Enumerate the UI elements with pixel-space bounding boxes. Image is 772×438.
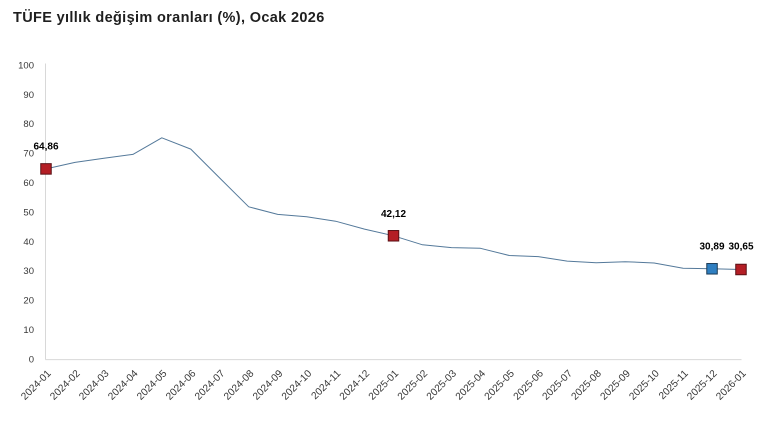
svg-text:70: 70	[23, 149, 34, 160]
svg-text:90: 90	[23, 90, 34, 101]
svg-text:20: 20	[23, 296, 34, 307]
svg-text:42,12: 42,12	[381, 209, 406, 220]
svg-text:TÜFE yıllık değişim oranları (: TÜFE yıllık değişim oranları (%), Ocak 2…	[13, 9, 325, 26]
svg-text:60: 60	[23, 178, 34, 189]
svg-text:64,86: 64,86	[33, 142, 58, 153]
svg-text:30,89: 30,89	[699, 241, 724, 252]
svg-text:0: 0	[29, 354, 34, 365]
svg-text:30: 30	[23, 266, 34, 277]
svg-text:10: 10	[23, 325, 34, 336]
svg-text:30,65: 30,65	[728, 241, 753, 252]
svg-text:80: 80	[23, 119, 34, 130]
svg-text:40: 40	[23, 237, 34, 248]
svg-text:100: 100	[18, 60, 34, 71]
svg-text:50: 50	[23, 207, 34, 218]
